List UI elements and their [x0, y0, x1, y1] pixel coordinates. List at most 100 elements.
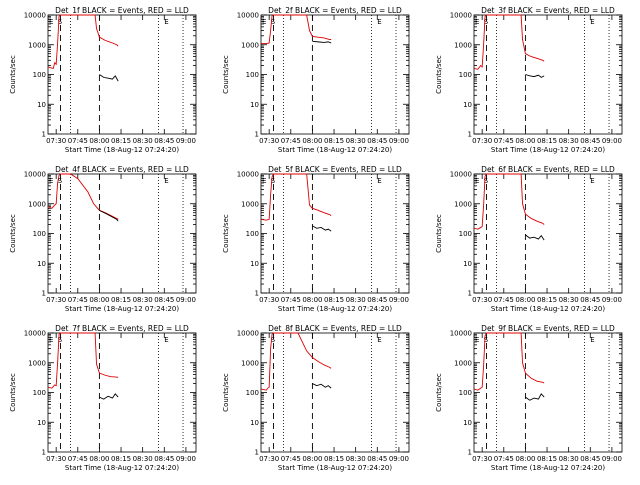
x-axis-label: Start Time (18-Aug-12 07:24:20)	[65, 146, 179, 154]
x-tick-label: 08:30	[559, 455, 579, 463]
y-tick-label: 10	[37, 419, 46, 427]
plot-frame	[47, 173, 197, 294]
annotation-e: E	[590, 18, 594, 26]
lld-series-line	[261, 332, 332, 391]
y-tick-label: 1000	[454, 359, 472, 367]
annotation-e: E	[262, 177, 266, 185]
x-axis-label: Start Time (18-Aug-12 07:24:20)	[65, 464, 179, 472]
x-tick-label: 08:45	[367, 137, 387, 145]
y-tick-label: 100	[33, 71, 46, 79]
y-tick-label: 1	[42, 290, 46, 298]
y-tick-label: 1	[42, 449, 46, 457]
panel-7: Det_7f BLACK = Events, RED = LLD 07:30 07:…	[9, 324, 197, 472]
y-tick-label: 1000	[28, 359, 46, 367]
x-axis-label: Start Time (18-Aug-12 07:24:20)	[278, 305, 392, 313]
panel-5: Det_5f BLACK = Events, RED = LLD 07:30 07:…	[222, 165, 410, 313]
panel-title: Det_3f BLACK = Events, RED = LLD	[481, 6, 615, 15]
x-tick-label: 07:45	[494, 296, 514, 304]
x-tick-label: 07:30	[46, 455, 66, 463]
y-tick-label: 1000	[454, 200, 472, 208]
annotation-e: E	[475, 336, 479, 344]
x-axis-label: Start Time (18-Aug-12 07:24:20)	[491, 305, 605, 313]
y-axis-label: Counts/sec	[222, 55, 230, 94]
panel-title: Det_5f BLACK = Events, RED = LLD	[268, 165, 402, 174]
lld-series-line	[474, 14, 545, 70]
lld-series-line	[48, 14, 119, 69]
annotation-s: S	[58, 336, 63, 344]
y-tick-label: 1000	[28, 41, 46, 49]
x-tick-label: 08:15	[111, 455, 131, 463]
events-series-line	[525, 393, 545, 401]
annotation-e: E	[164, 177, 168, 185]
annotation-s: S	[484, 177, 489, 185]
panel-2: Det_2f BLACK = Events, RED = LLD 07:30 07:…	[222, 6, 410, 154]
x-axis-label: Start Time (18-Aug-12 07:24:20)	[278, 146, 392, 154]
x-tick-label: 08:15	[111, 296, 131, 304]
x-tick-label: 09:00	[176, 137, 196, 145]
y-tick-label: 1	[255, 449, 259, 457]
x-tick-label: 09:00	[602, 296, 622, 304]
annotation-e: E	[49, 177, 53, 185]
y-tick-label: 100	[33, 230, 46, 238]
y-tick-label: 10	[463, 419, 472, 427]
y-tick-label: 10000	[24, 330, 46, 338]
x-tick-label: 07:30	[259, 296, 279, 304]
y-axis-label: Counts/sec	[435, 373, 443, 412]
annotation-e: E	[262, 336, 266, 344]
x-tick-label: 08:45	[154, 455, 174, 463]
x-tick-label: 08:15	[324, 455, 344, 463]
plot-frame	[473, 173, 623, 294]
events-series-line	[99, 393, 119, 400]
y-tick-label: 100	[459, 71, 472, 79]
x-tick-label: 08:00	[515, 137, 535, 145]
x-tick-label: 07:45	[68, 296, 88, 304]
x-tick-label: 07:30	[472, 455, 492, 463]
x-tick-label: 08:15	[324, 137, 344, 145]
lld-series-line	[261, 14, 332, 44]
y-axis-label: Counts/sec	[435, 55, 443, 94]
annotation-e: E	[475, 18, 479, 26]
x-tick-label: 08:30	[346, 455, 366, 463]
y-tick-label: 1000	[241, 200, 259, 208]
x-tick-label: 09:00	[389, 455, 409, 463]
x-tick-label: 08:30	[133, 455, 153, 463]
annotation-e: E	[164, 18, 168, 26]
plot-frame	[473, 332, 623, 453]
y-tick-label: 10000	[237, 330, 259, 338]
x-tick-label: 08:45	[154, 296, 174, 304]
y-axis-label: Counts/sec	[9, 55, 17, 94]
plot-frame	[47, 332, 197, 453]
y-tick-label: 100	[246, 230, 259, 238]
annotation-e: E	[377, 177, 381, 185]
x-tick-label: 08:00	[89, 455, 109, 463]
panel-8: Det_8f BLACK = Events, RED = LLD 07:30 07:…	[222, 324, 410, 472]
annotation-e: E	[590, 336, 594, 344]
panel-title: Det_7f BLACK = Events, RED = LLD	[55, 324, 189, 333]
panel-title: Det_8f BLACK = Events, RED = LLD	[268, 324, 402, 333]
panel-title: Det_2f BLACK = Events, RED = LLD	[268, 6, 402, 15]
plot-frame	[260, 332, 410, 453]
x-axis-label: Start Time (18-Aug-12 07:24:20)	[65, 305, 179, 313]
x-tick-label: 08:45	[367, 296, 387, 304]
y-axis-label: Counts/sec	[222, 373, 230, 412]
y-tick-label: 100	[459, 230, 472, 238]
x-tick-label: 08:15	[324, 296, 344, 304]
x-axis-label: Start Time (18-Aug-12 07:24:20)	[491, 146, 605, 154]
x-tick-label: 08:30	[346, 137, 366, 145]
x-tick-label: 08:15	[537, 296, 557, 304]
annotation-s: S	[271, 18, 276, 26]
y-tick-label: 10000	[237, 171, 259, 179]
panel-title: Det_9f BLACK = Events, RED = LLD	[481, 324, 615, 333]
events-series-line	[312, 383, 332, 389]
x-tick-label: 08:45	[154, 137, 174, 145]
events-series-line	[99, 209, 119, 222]
panel-1: Det_1f BLACK = Events, RED = LLD 07:30 07:…	[9, 6, 197, 154]
y-tick-label: 10000	[24, 12, 46, 20]
events-series-line	[525, 234, 545, 241]
y-tick-label: 100	[33, 389, 46, 397]
x-tick-label: 07:45	[281, 455, 301, 463]
annotation-e: E	[262, 18, 266, 26]
x-tick-label: 07:30	[472, 137, 492, 145]
x-tick-label: 09:00	[176, 296, 196, 304]
y-tick-label: 1	[468, 131, 472, 139]
